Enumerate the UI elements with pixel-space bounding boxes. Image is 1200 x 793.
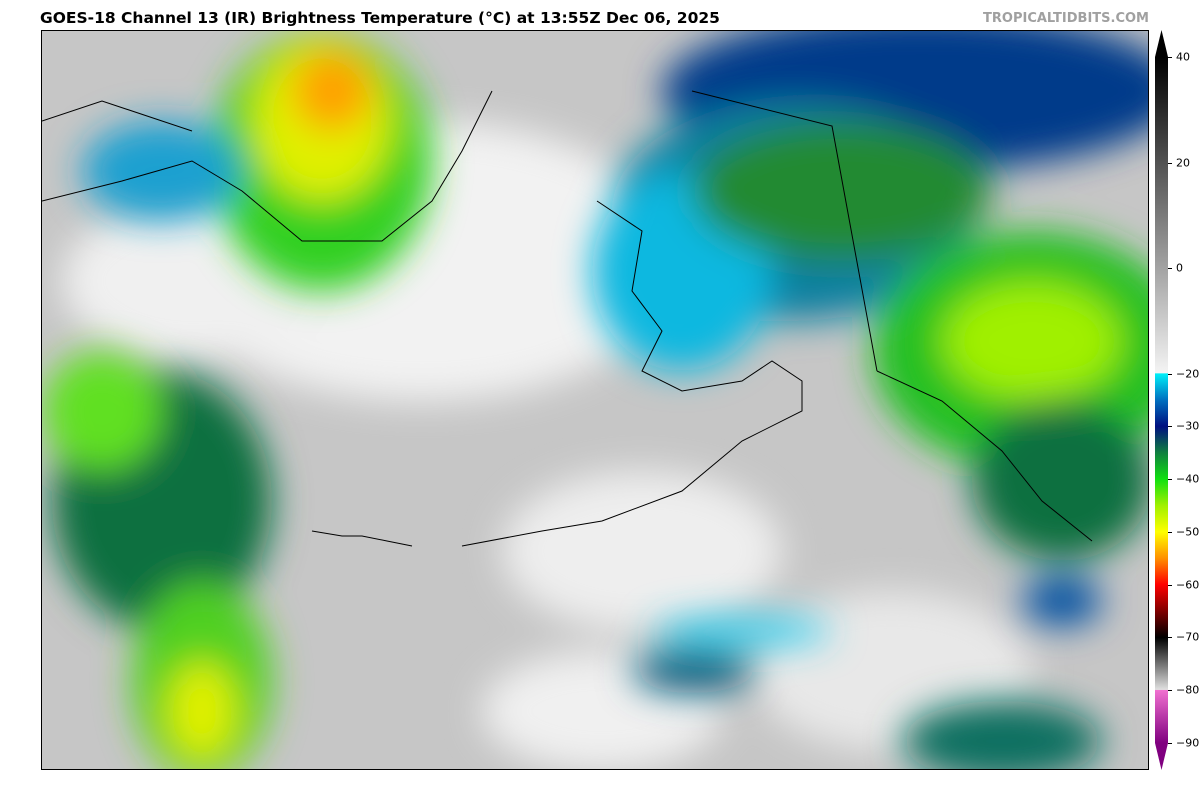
colorbar-tick-mark — [1168, 637, 1172, 639]
colorbar-tick-mark — [1168, 479, 1172, 481]
colorbar-tick-mark — [1168, 426, 1172, 428]
ir-imagery — [42, 31, 1148, 769]
coastlines — [42, 90, 1093, 547]
chart-title: GOES-18 Channel 13 (IR) Brightness Tempe… — [40, 9, 720, 27]
colorbar-tick-label: −90 — [1176, 736, 1200, 750]
colorbar-tick-label: −40 — [1176, 472, 1200, 486]
colorbar-tick-label: −30 — [1176, 419, 1200, 433]
satellite-map — [41, 30, 1149, 770]
colorbar — [1155, 30, 1168, 770]
site-credit[interactable]: TROPICALTIDBITS.COM — [983, 11, 1149, 26]
colorbar-tick-mark — [1168, 162, 1172, 164]
colorbar-tick-label: −20 — [1176, 367, 1200, 381]
colorbar-tick-mark — [1168, 743, 1172, 744]
colorbar-tick-label: −80 — [1176, 683, 1200, 697]
colorbar-tick-label: −50 — [1176, 525, 1200, 539]
colorbar-tick-label: 20 — [1176, 156, 1190, 170]
colorbar-extend-min — [1155, 743, 1168, 770]
colorbar-gradient — [1155, 57, 1168, 743]
colorbar-tick-mark — [1168, 690, 1172, 692]
colorbar-tick-label: −70 — [1176, 630, 1200, 644]
colorbar-tick-mark — [1168, 57, 1172, 58]
colorbar-tick-label: −60 — [1176, 578, 1200, 592]
colorbar-extend-max — [1155, 30, 1168, 57]
clouds-cold — [42, 31, 1148, 769]
colorbar-tick-mark — [1168, 584, 1172, 586]
colorbar-tick-mark — [1168, 268, 1172, 270]
colorbar-tick-mark — [1168, 531, 1172, 533]
colorbar-tick-label: 40 — [1176, 50, 1190, 64]
colorbar-tick-mark — [1168, 373, 1172, 375]
colorbar-tick-label: 0 — [1176, 261, 1183, 275]
